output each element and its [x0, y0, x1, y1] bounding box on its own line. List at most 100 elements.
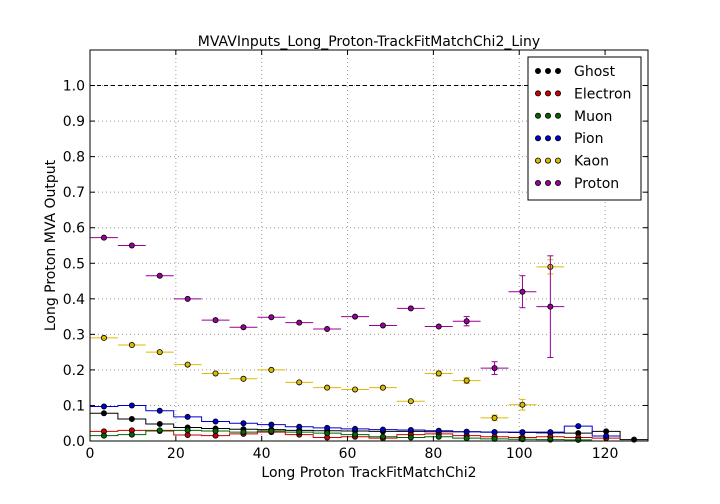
muon-point [407, 434, 414, 441]
proton-point [128, 242, 135, 249]
legend-marker-electron [535, 90, 542, 97]
kaon-point [296, 379, 303, 386]
pion-point [296, 423, 303, 430]
legend-entry-muon: Muon [535, 109, 612, 125]
ghost-point [100, 410, 107, 417]
legend-label-kaon: Kaon [574, 154, 609, 170]
muon-point [463, 435, 470, 442]
x-tick-label: 80 [424, 446, 442, 462]
muon-point [296, 429, 303, 436]
legend-marker-muon [535, 112, 542, 119]
legend-marker-muon [545, 112, 552, 119]
pion-point [324, 424, 331, 431]
pion-point [519, 429, 526, 436]
proton-point [435, 323, 442, 330]
proton-point [519, 288, 526, 295]
legend-entry-ghost: Ghost [535, 64, 616, 80]
pion-point [407, 426, 414, 433]
series-pion [90, 402, 621, 440]
pion-point [435, 427, 442, 434]
proton-point [407, 305, 414, 312]
kaon-point [128, 342, 135, 349]
legend-entries: Ghost Electron Muon Pion Kaon Proton [535, 64, 631, 192]
legend-label-ghost: Ghost [574, 64, 616, 80]
legend-label-pion: Pion [574, 131, 603, 147]
muon-point [156, 427, 163, 434]
pion-point [184, 413, 191, 420]
x-tick-label: 0 [86, 446, 95, 462]
x-tick-label: 60 [339, 446, 357, 462]
y-tick-label: 0.9 [63, 114, 85, 130]
x-tick-label: 20 [167, 446, 185, 462]
proton-point [240, 324, 247, 331]
x-tick-label: 100 [506, 446, 533, 462]
pion-point [212, 418, 219, 425]
legend-box [527, 56, 642, 201]
y-tick-label: 0.2 [63, 363, 85, 379]
plot-frame [89, 49, 649, 442]
legend-label-muon: Muon [574, 109, 612, 125]
proton-point [100, 234, 107, 241]
legend-marker-ghost [555, 68, 562, 75]
y-tick-label: 0.8 [63, 150, 85, 166]
y-tick-label: 0.0 [63, 434, 85, 450]
proton-point [491, 365, 498, 372]
legend-marker-proton [555, 179, 562, 186]
pion-point [240, 420, 247, 427]
muon-point [575, 436, 582, 443]
y-tick-label: 0.5 [63, 256, 85, 272]
proton-point [156, 272, 163, 279]
pion-point [603, 433, 610, 440]
legend-marker-proton [535, 179, 542, 186]
pion-point [379, 426, 386, 433]
y-tick-label: 0.4 [63, 292, 85, 308]
x-axis-title: Long Proton TrackFitMatchChi2 [261, 465, 476, 481]
legend-marker-muon [555, 112, 562, 119]
legend-marker-electron [545, 90, 552, 97]
pion-point [352, 425, 359, 432]
series-muon [90, 427, 593, 443]
legend-marker-kaon [535, 157, 542, 164]
y-tick-label: 0.7 [63, 185, 85, 201]
kaon-point [324, 384, 331, 391]
legend-marker-ghost [535, 68, 542, 75]
y-tick-label: 0.1 [63, 398, 85, 414]
legend-entry-pion: Pion [535, 131, 603, 147]
muon-point [212, 428, 219, 435]
legend: Ghost Electron Muon Pion Kaon Proton [527, 56, 642, 201]
kaon-point [100, 334, 107, 341]
kaon-point [379, 384, 386, 391]
pion-point [128, 402, 135, 409]
muon-point [100, 432, 107, 439]
proton-point [296, 319, 303, 326]
kaon-point [519, 401, 526, 408]
pion-point [100, 403, 107, 410]
legend-entry-kaon: Kaon [535, 154, 609, 170]
kaon-point [156, 349, 163, 356]
kaon-point [268, 366, 275, 373]
proton-point [184, 295, 191, 302]
pion-point [491, 429, 498, 436]
kaon-point [407, 398, 414, 405]
kaon-point [184, 361, 191, 368]
proton-point [463, 318, 470, 325]
legend-marker-pion [555, 135, 562, 142]
muon-point [352, 431, 359, 438]
axes-ticks: 0 20 40 60 80 100 120 0.0 0.1 0.2 0.3 0.4 0.5 0.6 0.7 0… [63, 50, 648, 462]
kaon-point [212, 370, 219, 377]
muon-point [435, 433, 442, 440]
legend-label-proton: Proton [574, 176, 619, 192]
legend-entry-proton: Proton [535, 176, 619, 192]
ghost-point [128, 415, 135, 422]
muon-point [240, 429, 247, 436]
proton-point [352, 313, 359, 320]
y-axis-title: Long Proton MVA Output [43, 159, 59, 331]
legend-marker-ghost [545, 68, 552, 75]
proton-point [268, 314, 275, 321]
legend-marker-proton [545, 179, 552, 186]
kaon-point [491, 414, 498, 421]
x-tick-label: 120 [592, 446, 619, 462]
muon-point [128, 431, 135, 438]
proton-point [212, 317, 219, 324]
